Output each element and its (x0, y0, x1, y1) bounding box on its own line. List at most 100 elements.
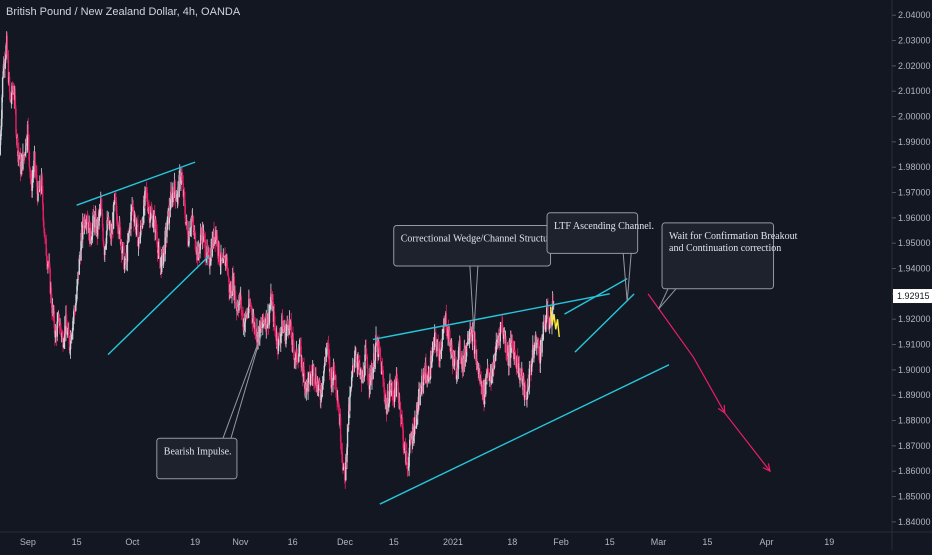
candle-body (298, 348, 301, 354)
candle-body (99, 208, 101, 210)
candle-body (285, 332, 287, 344)
candle-body (348, 404, 350, 425)
candle-body (299, 344, 302, 347)
candle-body (493, 355, 496, 368)
time-tick-label: 15 (389, 537, 399, 547)
candle-body (9, 92, 11, 101)
candle-body (187, 230, 189, 245)
candle-body (346, 447, 348, 463)
candle-body (272, 301, 274, 322)
candle-body (536, 341, 539, 343)
candle-body (303, 366, 305, 374)
candle-body (366, 357, 369, 369)
candle-body (97, 217, 99, 236)
candle-body (439, 348, 441, 362)
candle-body (292, 335, 294, 340)
annotation-1-text: LTF Ascending Channel. (554, 221, 654, 232)
candle-body (259, 322, 261, 340)
time-tick-label: Nov (232, 537, 249, 547)
candle-body (315, 374, 317, 387)
candle-body (162, 253, 165, 265)
candle-body (53, 311, 55, 329)
candle-body (517, 355, 519, 373)
candle-body (147, 209, 150, 211)
candle-body (33, 160, 35, 173)
candle-body (204, 240, 206, 259)
candle-body (500, 324, 503, 325)
candle-body (453, 357, 456, 366)
candle-body (215, 230, 218, 240)
candle-body (323, 365, 326, 371)
projection-path (549, 306, 560, 338)
candle-body (200, 233, 202, 236)
candle-body (543, 320, 546, 327)
candle-body (299, 344, 301, 349)
candle-body (535, 334, 538, 349)
candle-body (149, 211, 152, 219)
candle-body (505, 339, 507, 353)
candle-body (127, 239, 129, 241)
candle-body (374, 360, 376, 368)
candle-body (518, 363, 521, 380)
price-tick-label: 1.88000 (898, 416, 931, 426)
candle-body (492, 369, 494, 377)
candle-body (293, 350, 295, 360)
candle-body (136, 220, 139, 224)
candle-body (159, 255, 161, 269)
candle-body (552, 301, 554, 307)
candle-body (254, 323, 256, 336)
candle-body (474, 340, 477, 346)
candle-body (137, 240, 140, 247)
candle-body (84, 224, 87, 227)
candle-body (301, 357, 303, 371)
candle-body (198, 247, 200, 253)
time-tick-label: Oct (125, 537, 140, 547)
candle-body (131, 205, 134, 207)
annotation-2-pointer (222, 334, 262, 439)
candle-body (109, 227, 112, 239)
candle-body (367, 368, 369, 380)
candle-body (134, 217, 137, 230)
candle-body (248, 299, 250, 313)
candle-body (115, 202, 118, 214)
candle-body (35, 172, 37, 175)
candle-body (76, 279, 79, 287)
candle-body (116, 213, 118, 225)
candle-body (50, 287, 53, 304)
current-price-badge (893, 289, 932, 304)
candle-body (326, 343, 328, 349)
candle-body (127, 232, 130, 240)
annotation-0-pointer (473, 265, 479, 332)
candle-body (383, 382, 385, 393)
candle-body (0, 130, 2, 140)
candle-body (123, 246, 125, 269)
candle-body (420, 391, 423, 394)
candle-body (216, 236, 219, 252)
candle-body (330, 368, 332, 380)
candle-body (238, 301, 240, 311)
candle-body (101, 208, 103, 214)
candle-body (241, 311, 244, 314)
candle-body (37, 187, 39, 201)
time-tick-label: 16 (288, 537, 298, 547)
candle-body (471, 329, 474, 342)
time-tick-label: 15 (702, 537, 712, 547)
candle-body (41, 174, 43, 186)
price-tick-label: 1.90000 (898, 365, 931, 375)
candle-body (503, 334, 505, 339)
candle-body (122, 244, 124, 251)
candle-body (144, 188, 147, 192)
candle-body (62, 336, 64, 348)
candle-body (392, 390, 394, 399)
candle-body (323, 370, 325, 382)
candle-body (237, 306, 239, 310)
candle-body (4, 58, 7, 64)
annotation-0-pointer (469, 265, 475, 332)
candle-body (282, 326, 285, 330)
candle-body (449, 329, 451, 343)
candle-body (219, 262, 221, 266)
candle-body (454, 357, 456, 359)
candle-body (244, 322, 246, 330)
price-tick-label: 1.97000 (898, 188, 931, 198)
